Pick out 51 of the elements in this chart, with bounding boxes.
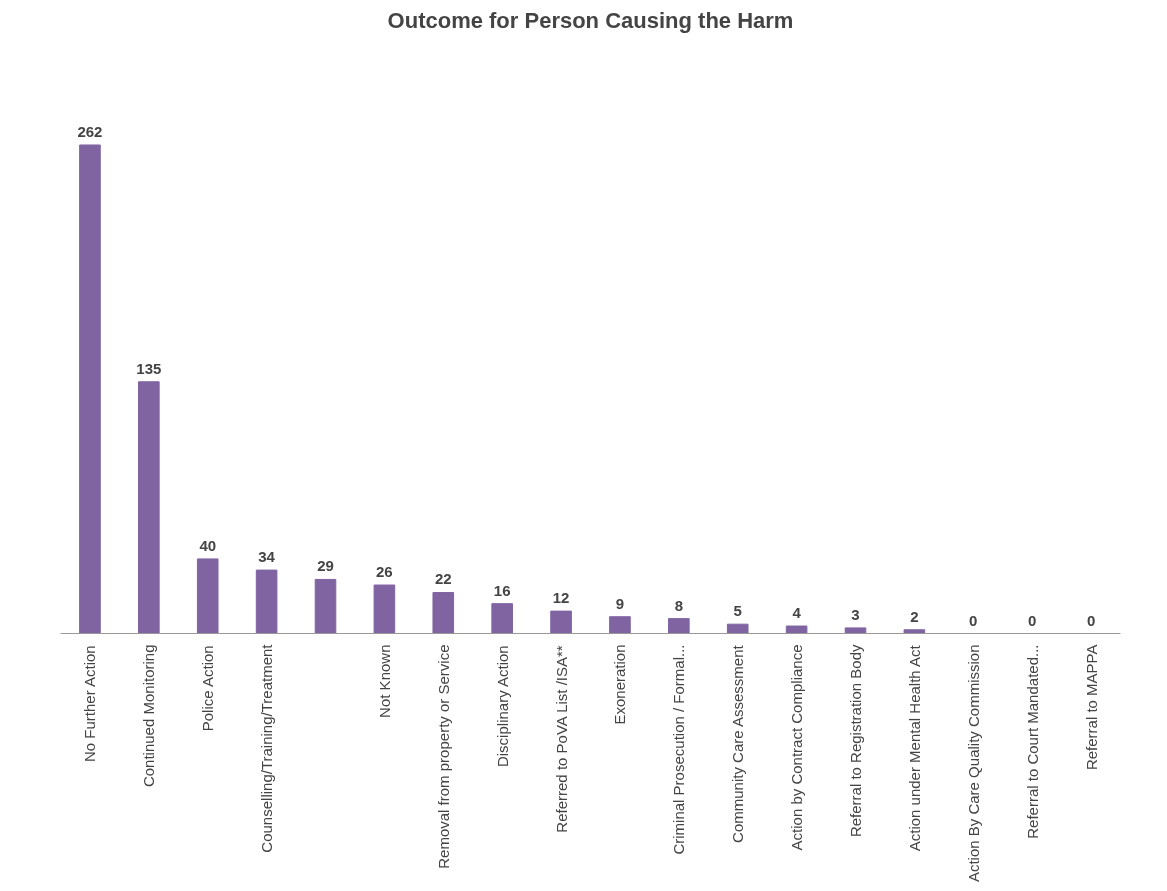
bar [314,578,337,634]
x-tick-label: Referred to PoVA List /ISA** [552,645,570,833]
x-tick-label: Action By Care Quality Commission [964,644,982,883]
bar [903,629,926,634]
x-tick-label: Criminal Prosecution / Formal... [670,644,688,855]
bar [196,558,219,634]
x-tick-label: Referral to MAPPA [1082,644,1100,771]
x-tick-label: Action under Mental Health Act [905,644,923,852]
data-label: 34 [258,548,276,566]
x-tick-label: No Further Action [81,645,99,763]
data-label: 8 [674,596,684,614]
x-tick-label: Continued Monitoring [140,644,158,788]
x-tick-label: Exoneration [611,644,629,725]
x-tick-label: Not Known [375,644,393,718]
x-tick-label: Disciplinary Action [493,645,511,768]
x-tick-label: Referral to Registration Body [847,644,864,838]
data-label: 0 [969,611,978,629]
x-tick-label: Referral to Court Mandated... [1023,644,1041,839]
data-label: 12 [552,589,570,607]
bar [373,584,396,634]
bar [550,610,572,634]
bar [785,625,808,634]
bar [726,623,749,634]
data-label: 16 [493,581,511,599]
bar [79,144,101,634]
data-label: 5 [733,602,742,620]
bar [609,616,631,634]
x-tick-label: Action by Contract Compliance [788,644,806,851]
bar [432,591,455,634]
data-label: 4 [792,604,802,622]
x-tick-label: Counselling/Training/Treatment [258,643,276,853]
bar [138,381,160,634]
data-label: 22 [434,570,452,588]
chart-title: Outcome for Person Causing the Harm [387,7,794,33]
data-label: 26 [376,563,393,581]
bar [844,627,867,634]
data-label: 29 [317,557,334,575]
data-label: 9 [615,594,625,612]
data-label: 0 [1028,611,1037,629]
data-label: 0 [1086,611,1096,629]
x-tick-label: Police Action [199,645,217,732]
x-tick-label: Community Care Assessment [729,644,747,843]
bar [668,618,690,634]
x-tick-label: Removal from property or Service [434,644,452,869]
bar [255,569,278,634]
data-label: 262 [77,122,103,140]
data-label: 40 [199,536,217,554]
data-label: 135 [136,359,162,377]
data-label: 2 [910,607,919,625]
bar [491,603,513,634]
data-label: 3 [851,605,860,623]
